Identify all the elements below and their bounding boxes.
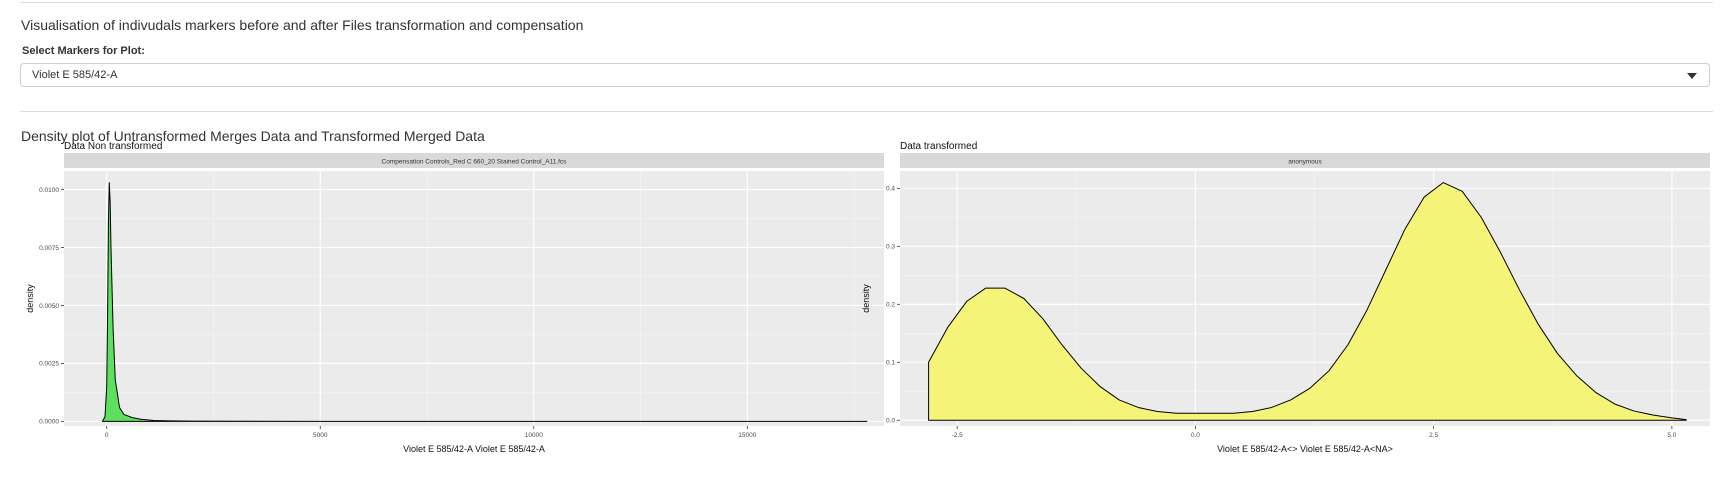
facet-strip (64, 153, 884, 168)
x-tick-label: 2.5 (1429, 432, 1438, 439)
y-tick-label: 0.0100 (39, 187, 59, 194)
plot-untransformed: Data Non transformed Compensation Control… (25, 141, 884, 454)
plot-title: Data transformed (900, 141, 977, 152)
y-tick-label: 0.0000 (39, 419, 59, 426)
plot-title: Data Non transformed (64, 141, 162, 152)
facet-strip (900, 153, 1710, 168)
x-tick-label: 0 (105, 432, 109, 439)
density-area (101, 182, 868, 422)
marker-select-value: Violet E 585/42-A (32, 69, 118, 81)
y-tick-label: 0.1 (886, 360, 895, 367)
y-axis-title: density (25, 284, 35, 313)
y-tick-label: 0.2 (886, 302, 895, 309)
x-tick-label: 0.0 (1191, 432, 1200, 439)
x-axis-title: Violet E 585/42-A<> Violet E 585/42-A<NA… (1217, 444, 1393, 454)
facet-label: Compensation Controls_Red C 660_20 Stain… (382, 159, 568, 166)
x-tick-label: -2.5 (952, 432, 964, 439)
plot-transformed: Data transformed anonymous -2.5 0.0 2.5 5.0 0.… (861, 141, 1710, 454)
y-axis-title: density (861, 284, 871, 313)
x-tick-label: 5000 (313, 432, 328, 439)
middle-divider (20, 111, 1713, 112)
select-label: Select Markers for Plot: (22, 45, 145, 57)
x-tick-label: 15000 (738, 432, 756, 439)
density-plot-title: Density plot of Untransformed Merges Dat… (21, 128, 485, 144)
y-tick-label: 0.0025 (39, 361, 59, 368)
y-tick-label: 0.4 (886, 186, 895, 193)
x-tick-label: 5.0 (1667, 432, 1676, 439)
chevron-down-icon[interactable] (1687, 73, 1697, 79)
y-tick-label: 0.0050 (39, 303, 59, 310)
y-tick-label: 0.3 (886, 244, 895, 251)
panel-background (64, 171, 884, 426)
section-title: Visualisation of indivudals markers befo… (21, 17, 584, 33)
y-tick-label: 0.0 (886, 418, 895, 425)
x-axis-title: Violet E 585/42-A Violet E 585/42-A (403, 444, 545, 454)
marker-select[interactable]: Violet E 585/42-A (20, 63, 1710, 87)
y-tick-label: 0.0075 (39, 245, 59, 252)
top-divider (20, 2, 1713, 3)
facet-label: anonymous (1288, 159, 1322, 166)
x-tick-label: 10000 (525, 432, 543, 439)
density-area (928, 182, 1687, 421)
